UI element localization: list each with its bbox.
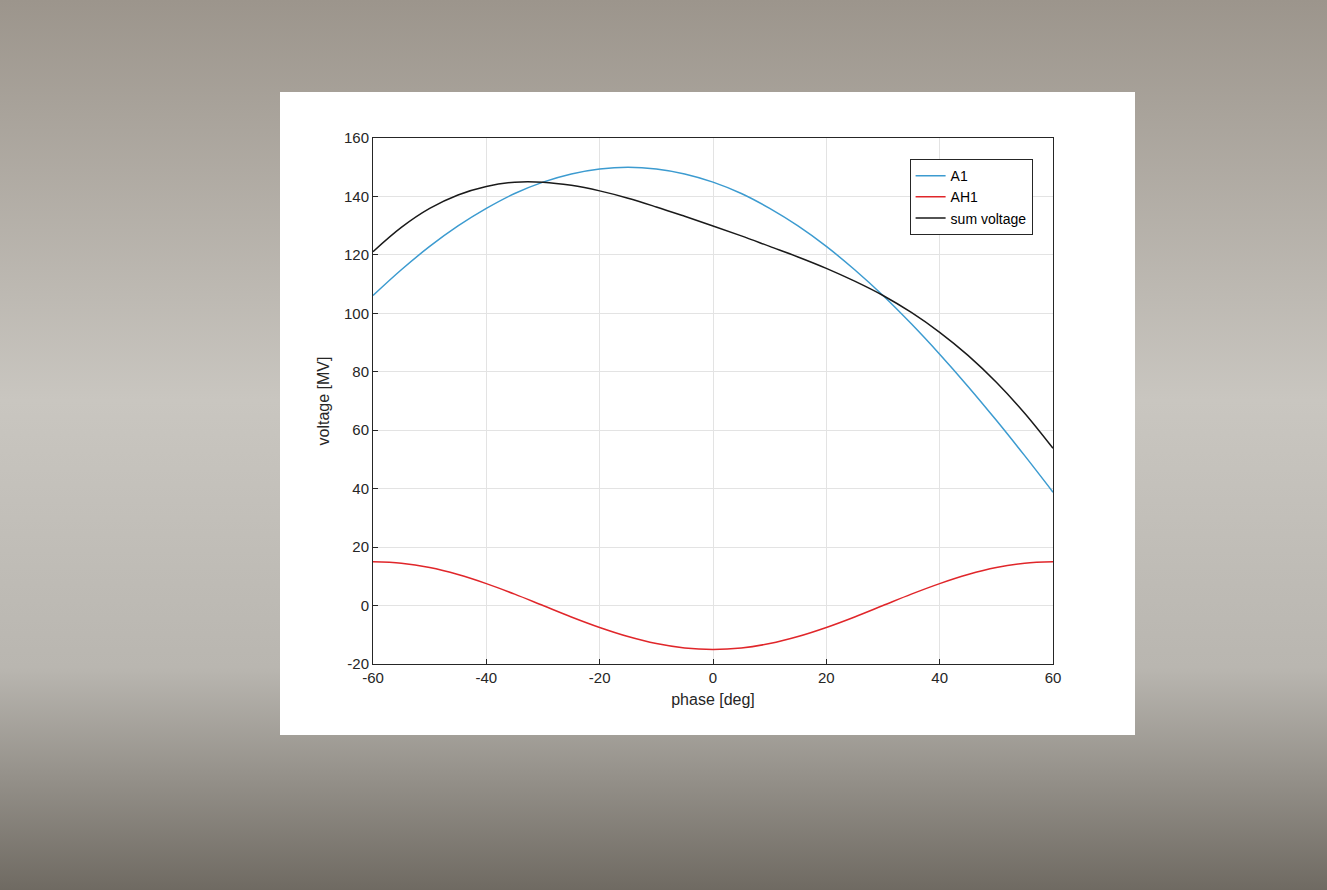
svg-text:-20: -20 [347,655,369,672]
svg-text:voltage [MV]: voltage [MV] [315,357,332,446]
svg-text:-20: -20 [589,669,611,686]
svg-text:60: 60 [1045,669,1062,686]
svg-text:A1: A1 [951,168,968,184]
svg-text:-60: -60 [362,669,384,686]
svg-text:100: 100 [344,305,369,322]
svg-text:0: 0 [709,669,717,686]
svg-text:sum voltage: sum voltage [951,211,1027,227]
svg-text:60: 60 [352,421,369,438]
svg-text:AH1: AH1 [951,189,978,205]
svg-text:120: 120 [344,246,369,263]
svg-text:140: 140 [344,188,369,205]
svg-text:160: 160 [344,129,369,146]
svg-text:phase [deg]: phase [deg] [671,691,755,708]
svg-text:40: 40 [931,669,948,686]
svg-text:40: 40 [352,480,369,497]
svg-text:20: 20 [352,538,369,555]
svg-text:80: 80 [352,363,369,380]
svg-text:20: 20 [818,669,835,686]
svg-text:0: 0 [361,597,369,614]
svg-text:-40: -40 [475,669,497,686]
